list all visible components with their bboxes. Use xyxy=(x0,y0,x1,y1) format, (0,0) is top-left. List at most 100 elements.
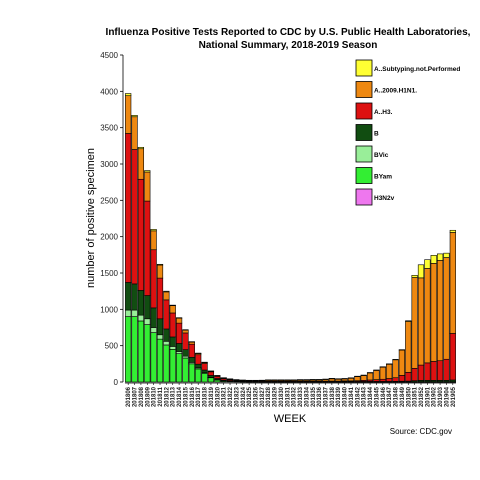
legend-swatch xyxy=(355,145,373,163)
x-tick-label: 201829 xyxy=(273,386,279,407)
bar-segment-b-201809 xyxy=(144,295,151,320)
bar-segment-a-subtyping-not-performed-201809 xyxy=(144,170,151,173)
x-tick-label: 201806 xyxy=(126,386,132,407)
bar-segment-a-h3--201815 xyxy=(182,332,189,350)
x-tick-label: 201817 xyxy=(196,386,202,407)
x-tick-label: 201825 xyxy=(247,386,253,407)
x-tick-label: 201826 xyxy=(253,386,259,407)
x-tick-label: 201905 xyxy=(451,386,457,407)
x-tick-label: 201844 xyxy=(368,386,374,407)
x-tick-label: 201822 xyxy=(228,386,234,407)
x-tick-label: 201841 xyxy=(349,386,355,407)
bar-segment-a-subtyping-not-performed-201828 xyxy=(265,379,272,381)
bar-segment-a-h3--201819 xyxy=(207,371,215,376)
bar-segment-a-subtyping-not-performed-201901 xyxy=(424,259,431,269)
bar-segment-a-2009-h1n1--201847 xyxy=(386,363,393,379)
bar-segment-a-h3--201820 xyxy=(214,376,221,379)
x-tick-label: 201807 xyxy=(133,386,139,407)
bar-segment-byam-201816 xyxy=(188,363,195,383)
bar-segment-a-2009-h1n1--201905 xyxy=(449,232,456,334)
bar-segment-a-h3--201901 xyxy=(424,362,431,381)
x-tick-label: 201811 xyxy=(158,386,164,406)
bar-segment-a-subtyping-not-performed-201847 xyxy=(386,363,393,365)
bar-segment-a-h3--201902 xyxy=(430,361,437,381)
bar-segment-a-2009-h1n1--201901 xyxy=(424,268,431,364)
x-tick-label: 201837 xyxy=(324,386,330,407)
bar-segment-a-subtyping-not-performed-201905 xyxy=(449,229,456,233)
bar-segment-a-subtyping-not-performed-201827 xyxy=(258,379,265,381)
bar-segment-a-subtyping-not-performed-201902 xyxy=(430,255,437,264)
bar-segment-a-2009-h1n1--201845 xyxy=(373,369,380,380)
bar-segment-a-subtyping-not-performed-201848 xyxy=(392,359,399,361)
chart-title-line2: National Summary, 2018-2019 Season xyxy=(199,40,378,51)
bar-segment-byam-201809 xyxy=(144,324,151,383)
x-tick-label: 201827 xyxy=(260,386,266,407)
x-tick-label: 201845 xyxy=(374,386,380,407)
x-tick-label: 201835 xyxy=(311,386,317,407)
x-tick-label: 201846 xyxy=(381,386,387,407)
bar-segment-bvic-201812 xyxy=(163,341,170,346)
legend-swatch xyxy=(355,167,373,184)
bar-segment-a-2009-h1n1--201846 xyxy=(379,366,386,380)
bar-segment-a-subtyping-not-performed-201815 xyxy=(182,329,189,331)
bar-segment-a-subtyping-not-performed-201834 xyxy=(303,379,310,381)
bar-segment-a-subtyping-not-performed-201825 xyxy=(246,379,253,382)
bar-segment-a-subtyping-not-performed-201817 xyxy=(195,352,202,354)
bar-segment-a-h3--201849 xyxy=(398,375,405,382)
bar-segment-bvic-201813 xyxy=(169,346,176,350)
chart-title-line1: Influenza Positive Tests Reported to CDC… xyxy=(106,27,471,38)
x-tick-label: 201818 xyxy=(203,386,209,407)
bar-segment-a-2009-h1n1--201811 xyxy=(156,264,164,279)
bar-segment-a-subtyping-not-performed-201836 xyxy=(316,379,323,381)
bar-segment-a-h3--201811 xyxy=(156,277,164,320)
bar-segment-a-subtyping-not-performed-201812 xyxy=(163,290,170,293)
bar-segment-b-201813 xyxy=(169,336,176,347)
bar-segment-a-subtyping-not-performed-201849 xyxy=(398,349,405,351)
x-tick-label: 201824 xyxy=(241,386,247,407)
bar-segment-a-2009-h1n1--201809 xyxy=(144,171,151,202)
x-tick-label: 201838 xyxy=(330,386,336,407)
legend-label: B xyxy=(374,131,379,138)
bar-segment-a-subtyping-not-performed-201821 xyxy=(220,377,227,379)
bar-segment-a-subtyping-not-performed-201814 xyxy=(176,317,183,319)
bar-segment-a-h3--201905 xyxy=(449,333,456,381)
bar-segment-a-subtyping-not-performed-201811 xyxy=(156,263,164,266)
bar-segment-bvic-201806 xyxy=(125,309,132,317)
x-tick-label: 201842 xyxy=(355,386,361,407)
bar-segment-a-subtyping-not-performed-201841 xyxy=(347,377,355,379)
legend-swatch xyxy=(355,102,373,120)
y-tick-label: 1000 xyxy=(100,305,118,314)
bar-segment-a-2009-h1n1--201810 xyxy=(150,230,157,251)
bar-segment-a-subtyping-not-performed-201850 xyxy=(405,320,412,322)
bar-segment-a-subtyping-not-performed-201810 xyxy=(150,229,157,232)
bar-segment-b-201818 xyxy=(201,369,208,373)
y-tick-label: 2000 xyxy=(100,233,118,242)
bar-segment-a-2009-h1n1--201848 xyxy=(392,359,399,379)
legend-label: A..Subtyping.not.Performed xyxy=(374,66,460,73)
bar-segment-a-subtyping-not-performed-201837 xyxy=(322,378,329,380)
bar-segment-a-subtyping-not-performed-201831 xyxy=(284,379,291,381)
x-tick-label: 201820 xyxy=(215,386,221,407)
x-tick-label: 201847 xyxy=(387,386,393,407)
y-axis-title: number of positive specimen xyxy=(85,148,97,288)
bar-segment-a-subtyping-not-performed-201819 xyxy=(207,370,215,372)
bar-segment-a-h3--201850 xyxy=(405,372,412,382)
x-tick-label: 201843 xyxy=(362,386,368,407)
bar-segment-a-2009-h1n1--201806 xyxy=(125,95,132,134)
bar-segment-byam-201812 xyxy=(163,344,170,383)
x-tick-label: 201849 xyxy=(400,386,406,407)
x-tick-label: 201901 xyxy=(425,386,431,407)
y-tick-label: 1500 xyxy=(100,269,118,278)
x-axis-title: WEEK xyxy=(274,413,307,425)
bar-segment-bvic-201807 xyxy=(131,309,138,317)
bar-segment-a-h3--201814 xyxy=(176,322,183,344)
bar-segment-a-h3--201810 xyxy=(150,249,157,309)
bar-segment-a-subtyping-not-performed-201829 xyxy=(271,379,278,381)
bar-segment-a-2009-h1n1--201903 xyxy=(436,260,444,362)
x-tick-label: 201903 xyxy=(438,386,444,407)
legend-label: BYam xyxy=(374,174,392,181)
x-tick-label: 201851 xyxy=(413,386,419,407)
bar-segment-a-2009-h1n1--201850 xyxy=(405,321,412,373)
bar-segment-a-subtyping-not-performed-201824 xyxy=(239,379,246,381)
